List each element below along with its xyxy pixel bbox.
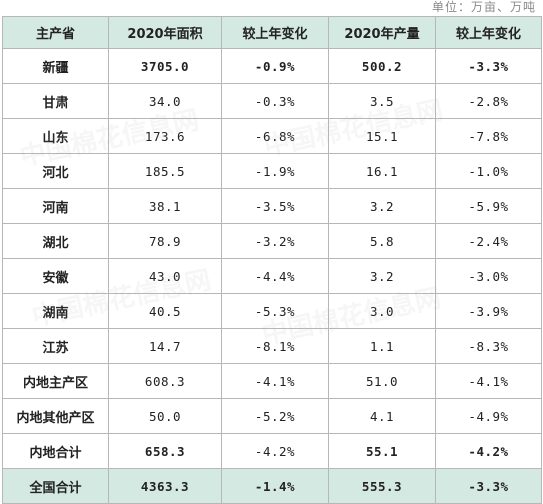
table-row: 甘肃 34.0 -0.3% 3.5 -2.8% [2, 83, 542, 119]
output-cell: 3.2 [328, 258, 436, 294]
column-header-area-2020: 2020年面积 [108, 16, 222, 49]
output-cell: 3.5 [328, 83, 436, 119]
output-change-cell: -2.8% [435, 83, 542, 119]
area-cell: 40.5 [108, 293, 222, 329]
output-change-cell: -8.3% [435, 328, 542, 364]
area-change-cell: -5.3% [221, 293, 329, 329]
area-cell: 3705.0 [108, 48, 222, 84]
table-row: 安徽 43.0 -4.4% 3.2 -3.0% [2, 258, 542, 294]
province-cell: 河南 [2, 188, 109, 224]
output-cell: 3.0 [328, 293, 436, 329]
table-body: 新疆 3705.0 -0.9% 500.2 -3.3% 甘肃 34.0 -0.3% 3.5 -2.… [2, 48, 542, 504]
province-cell: 全国合计 [2, 468, 109, 504]
area-cell: 34.0 [108, 83, 222, 119]
output-change-cell: -3.0% [435, 258, 542, 294]
area-change-cell: -4.2% [221, 433, 329, 469]
output-change-cell: -3.9% [435, 293, 542, 329]
output-cell: 1.1 [328, 328, 436, 364]
output-cell: 16.1 [328, 153, 436, 189]
output-cell: 51.0 [328, 363, 436, 399]
province-cell: 内地合计 [2, 433, 109, 469]
area-cell: 185.5 [108, 153, 222, 189]
column-header-area-change: 较上年变化 [221, 16, 329, 49]
area-change-cell: -1.4% [221, 468, 329, 504]
table-row: 新疆 3705.0 -0.9% 500.2 -3.3% [2, 48, 542, 84]
province-cell: 湖北 [2, 223, 109, 259]
output-change-cell: -4.1% [435, 363, 542, 399]
output-cell: 3.2 [328, 188, 436, 224]
output-cell: 5.8 [328, 223, 436, 259]
table-row: 湖北 78.9 -3.2% 5.8 -2.4% [2, 223, 542, 259]
area-change-cell: -1.9% [221, 153, 329, 189]
area-cell: 78.9 [108, 223, 222, 259]
area-change-cell: -0.3% [221, 83, 329, 119]
column-header-province: 主产省 [2, 16, 109, 49]
area-cell: 608.3 [108, 363, 222, 399]
area-change-cell: -6.8% [221, 118, 329, 154]
area-cell: 50.0 [108, 398, 222, 434]
area-cell: 4363.3 [108, 468, 222, 504]
header-row: 主产省 2020年面积 较上年变化 2020年产量 较上年变化 [2, 16, 542, 49]
column-header-output-2020: 2020年产量 [328, 16, 436, 49]
output-change-cell: -3.3% [435, 48, 542, 84]
table-row: 内地主产区 608.3 -4.1% 51.0 -4.1% [2, 363, 542, 399]
output-cell: 555.3 [328, 468, 436, 504]
province-cell: 山东 [2, 118, 109, 154]
area-cell: 14.7 [108, 328, 222, 364]
table-row: 江苏 14.7 -8.1% 1.1 -8.3% [2, 328, 542, 364]
province-cell: 内地主产区 [2, 363, 109, 399]
table-row: 内地合计 658.3 -4.2% 55.1 -4.2% [2, 433, 542, 469]
area-cell: 38.1 [108, 188, 222, 224]
output-change-cell: -1.0% [435, 153, 542, 189]
province-cell: 内地其他产区 [2, 398, 109, 434]
output-cell: 15.1 [328, 118, 436, 154]
output-change-cell: -5.9% [435, 188, 542, 224]
province-cell: 江苏 [2, 328, 109, 364]
province-cell: 新疆 [2, 48, 109, 84]
output-cell: 4.1 [328, 398, 436, 434]
province-cell: 甘肃 [2, 83, 109, 119]
area-change-cell: -8.1% [221, 328, 329, 364]
area-cell: 658.3 [108, 433, 222, 469]
area-cell: 43.0 [108, 258, 222, 294]
province-cell: 河北 [2, 153, 109, 189]
table-row: 河南 38.1 -3.5% 3.2 -5.9% [2, 188, 542, 224]
output-change-cell: -2.4% [435, 223, 542, 259]
area-cell: 173.6 [108, 118, 222, 154]
province-cell: 安徽 [2, 258, 109, 294]
area-change-cell: -4.4% [221, 258, 329, 294]
area-change-cell: -3.5% [221, 188, 329, 224]
output-change-cell: -4.9% [435, 398, 542, 434]
area-change-cell: -4.1% [221, 363, 329, 399]
area-change-cell: -3.2% [221, 223, 329, 259]
table-row: 内地其他产区 50.0 -5.2% 4.1 -4.9% [2, 398, 542, 434]
output-change-cell: -4.2% [435, 433, 542, 469]
table-row: 山东 173.6 -6.8% 15.1 -7.8% [2, 118, 542, 154]
output-cell: 500.2 [328, 48, 436, 84]
column-header-output-change: 较上年变化 [435, 16, 542, 49]
area-change-cell: -0.9% [221, 48, 329, 84]
output-change-cell: -3.3% [435, 468, 542, 504]
table-row: 全国合计 4363.3 -1.4% 555.3 -3.3% [2, 468, 542, 504]
table-row: 河北 185.5 -1.9% 16.1 -1.0% [2, 153, 542, 189]
output-cell: 55.1 [328, 433, 436, 469]
province-cell: 湖南 [2, 293, 109, 329]
area-change-cell: -5.2% [221, 398, 329, 434]
cotton-production-table: 主产省 2020年面积 较上年变化 2020年产量 较上年变化 新疆 3705.0… [2, 16, 542, 504]
table-row: 湖南 40.5 -5.3% 3.0 -3.9% [2, 293, 542, 329]
unit-label: 单位：万亩、万吨 [431, 0, 536, 14]
output-change-cell: -7.8% [435, 118, 542, 154]
